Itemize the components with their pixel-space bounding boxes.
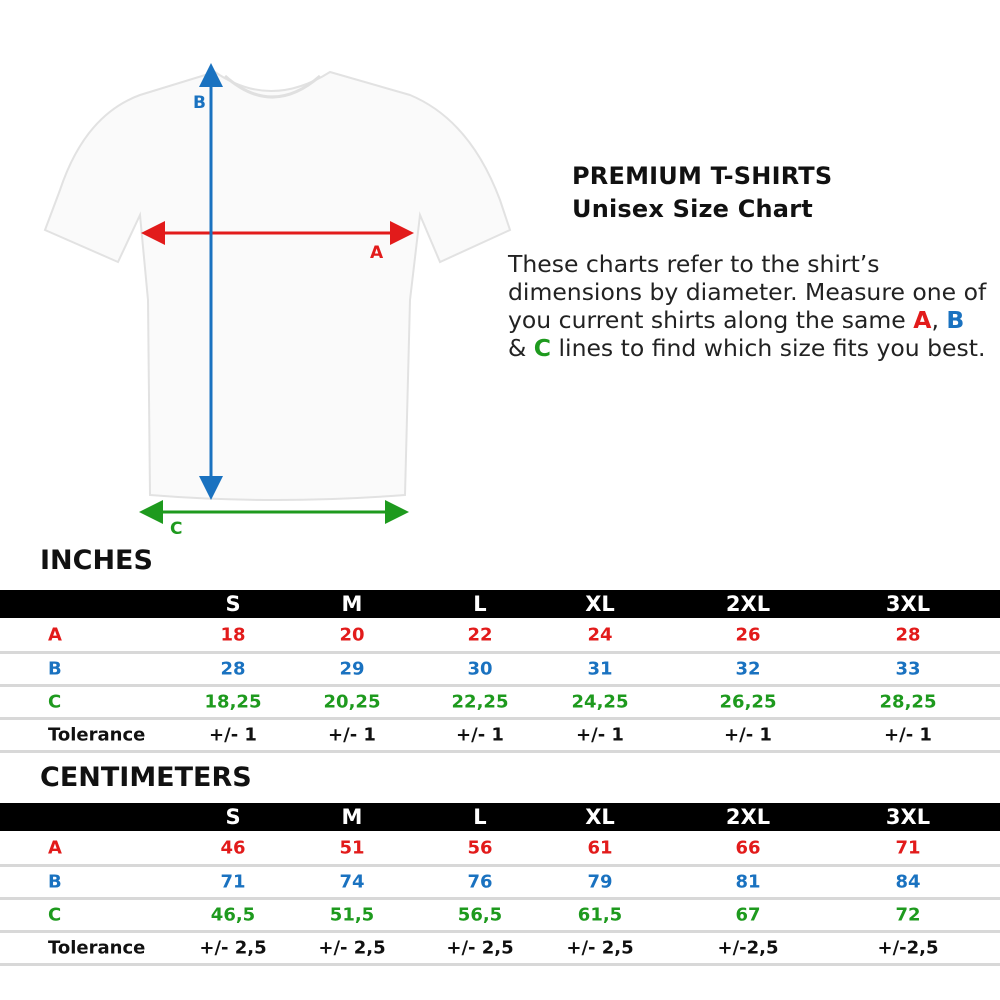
table-cell: 67: [735, 904, 761, 926]
size-header-3XL: 3XL: [885, 805, 931, 829]
size-header-XL: XL: [585, 805, 615, 829]
label-a: A: [370, 243, 384, 263]
table-cell: +/- 1: [884, 724, 932, 746]
row-label: B: [48, 658, 62, 680]
table-cell: 56,5: [457, 904, 503, 926]
table-cell: +/- 2,5: [446, 937, 514, 959]
row-label: Tolerance: [48, 724, 146, 746]
table-cell: 51: [339, 837, 365, 858]
table-cell: 46: [220, 837, 246, 858]
table-cell: 79: [587, 871, 613, 893]
size-header-L: L: [473, 592, 487, 616]
table-cell: 28: [895, 624, 921, 645]
table-cell: 84: [895, 871, 921, 893]
table-cell: 61,5: [577, 904, 623, 926]
table-cell: 32: [735, 658, 761, 680]
table-cell: 24: [587, 624, 613, 645]
centimeters-title: CENTIMETERS: [40, 762, 252, 793]
table-cell: 71: [895, 837, 921, 858]
tshirt-diagram: A B C: [43, 63, 512, 539]
row-label: B: [48, 871, 62, 893]
table-cell: 81: [735, 871, 761, 893]
table-cell: +/-2,5: [877, 937, 939, 959]
table-row: A 18 20 22 24 26 28: [0, 618, 1000, 654]
row-label: Tolerance: [48, 937, 146, 959]
heading-line1: PREMIUM T-SHIRTS: [572, 162, 833, 190]
table-cell: 76: [467, 871, 493, 893]
table-cell: 20,25: [323, 691, 381, 713]
table-cell: 24,25: [571, 691, 629, 713]
size-header-XL: XL: [585, 592, 615, 616]
row-label: A: [48, 624, 62, 645]
table-cell: 31: [587, 658, 613, 680]
size-header-2XL: 2XL: [725, 805, 771, 829]
size-header-row: S M L XL 2XL 3XL: [0, 803, 1000, 831]
table-cell: 61: [587, 837, 613, 858]
centimeters-table: S M L XL 2XL 3XL A 46 51 56 61 66 71 B 71 74 76 79 81 84 C 46…: [0, 803, 1000, 966]
table-cell: 56: [467, 837, 493, 858]
description-text: lines to find which size fits you best.: [551, 334, 986, 362]
table-cell: 28: [220, 658, 246, 680]
table-cell: 18: [220, 624, 246, 645]
table-cell: +/-2,5: [717, 937, 779, 959]
size-header-2XL: 2XL: [725, 592, 771, 616]
description-text: These charts refer to the shirt’s dimens…: [508, 250, 987, 334]
table-cell: 22,25: [451, 691, 509, 713]
table-cell: 28,25: [879, 691, 937, 713]
size-header-L: L: [473, 805, 487, 829]
tshirt-shape: [43, 70, 512, 501]
table-cell: +/- 1: [328, 724, 376, 746]
table-row: B 28 29 30 31 32 33: [0, 654, 1000, 687]
size-header-M: M: [341, 592, 363, 616]
table-cell: +/- 1: [456, 724, 504, 746]
row-label: C: [48, 904, 62, 926]
table-cell: 74: [339, 871, 365, 893]
table-cell: +/- 1: [724, 724, 772, 746]
table-cell: 22: [467, 624, 493, 645]
table-cell: 46,5: [210, 904, 256, 926]
table-row: Tolerance +/- 2,5 +/- 2,5 +/- 2,5 +/- 2,5 +/-…: [0, 933, 1000, 966]
table-cell: 26: [735, 624, 761, 645]
row-label: A: [48, 837, 62, 858]
table-row: A 46 51 56 61 66 71: [0, 831, 1000, 867]
table-cell: 26,25: [719, 691, 777, 713]
description: These charts refer to the shirt’s dimens…: [508, 250, 988, 362]
description-c: C: [533, 334, 552, 362]
description-sep: ,: [931, 306, 947, 334]
table-cell: 30: [467, 658, 493, 680]
size-header-row: S M L XL 2XL 3XL: [0, 590, 1000, 618]
size-header-S: S: [225, 805, 241, 829]
description-b: B: [946, 306, 965, 334]
label-b: B: [193, 93, 206, 113]
row-label: C: [48, 691, 62, 713]
table-cell: 71: [220, 871, 246, 893]
description-a: A: [913, 306, 932, 334]
table-row: C 46,5 51,5 56,5 61,5 67 72: [0, 900, 1000, 933]
table-cell: 20: [339, 624, 365, 645]
size-header-M: M: [341, 805, 363, 829]
table-row: Tolerance +/- 1 +/- 1 +/- 1 +/- 1 +/- 1 +/- 1: [0, 720, 1000, 753]
table-cell: 33: [895, 658, 921, 680]
table-cell: 29: [339, 658, 365, 680]
table-cell: +/- 2,5: [566, 937, 634, 959]
table-cell: 51,5: [329, 904, 375, 926]
table-cell: +/- 1: [209, 724, 257, 746]
label-c: C: [170, 519, 182, 539]
table-cell: +/- 1: [576, 724, 624, 746]
table-cell: 18,25: [204, 691, 262, 713]
inches-title: INCHES: [40, 545, 153, 576]
table-cell: 66: [735, 837, 761, 858]
description-sep: &: [508, 334, 534, 362]
size-header-S: S: [225, 592, 241, 616]
table-cell: +/- 2,5: [318, 937, 386, 959]
inches-table: S M L XL 2XL 3XL A 18 20 22 24 26 28 B 28 29 30 31 32 33 C 18…: [0, 590, 1000, 753]
table-row: C 18,25 20,25 22,25 24,25 26,25 28,25: [0, 687, 1000, 720]
table-cell: +/- 2,5: [199, 937, 267, 959]
table-cell: 72: [895, 904, 921, 926]
size-header-3XL: 3XL: [885, 592, 931, 616]
table-row: B 71 74 76 79 81 84: [0, 867, 1000, 900]
heading-line2: Unisex Size Chart: [572, 195, 813, 223]
